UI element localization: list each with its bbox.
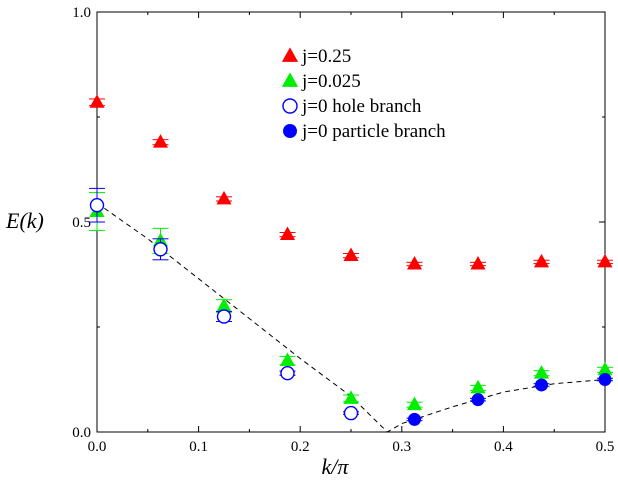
- legend-label: j=0 particle branch: [301, 121, 446, 142]
- data-point: [597, 361, 613, 376]
- data-point: [470, 255, 486, 270]
- x-tick-label: 0.0: [88, 439, 107, 455]
- y-tick-label: 1.0: [72, 5, 91, 21]
- data-point: [598, 373, 612, 386]
- legend-label: j=0.025: [301, 71, 361, 92]
- data-point: [343, 390, 359, 404]
- data-point: [406, 255, 423, 270]
- data-point: [279, 226, 296, 241]
- legend-label: j=0 hole branch: [301, 96, 422, 117]
- series-3: [406, 373, 613, 426]
- data-point: [153, 242, 168, 257]
- data-point: [533, 365, 550, 379]
- data-point: [406, 396, 423, 411]
- data-point: [216, 190, 232, 205]
- data-markers: [89, 94, 613, 426]
- data-point: [597, 253, 613, 268]
- data-point: [279, 352, 296, 367]
- x-tick-label: 0.3: [392, 439, 411, 455]
- data-point: [343, 247, 359, 262]
- data-point: [152, 134, 169, 148]
- series-2: [89, 187, 359, 421]
- data-point: [343, 405, 359, 421]
- legend-label: j=0.25: [301, 46, 351, 67]
- x-tick-label: 0.2: [291, 439, 310, 455]
- x-tick-label: 0.1: [189, 439, 208, 455]
- data-point: [408, 412, 421, 426]
- y-tick-label: 0.5: [72, 215, 91, 231]
- legend-marker: [281, 72, 299, 87]
- data-point: [535, 378, 548, 392]
- data-point: [89, 94, 105, 108]
- dispersion-curve: [96, 202, 606, 433]
- x-tick-label: 0.5: [596, 439, 615, 455]
- series-1: [89, 192, 613, 411]
- data-point: [89, 197, 105, 213]
- data-point: [533, 253, 550, 268]
- data-point: [471, 393, 485, 407]
- legend-marker: [281, 47, 299, 62]
- data-point: [280, 366, 295, 381]
- axis-ticks: 0.0 0.1 0.2 0.3 0.4 0.5 0.0 0.5 1.0: [72, 5, 614, 455]
- legend: j=0.25 j=0.025 j=0 hole branch j=0 particle…: [281, 46, 446, 142]
- y-axis-label: E(k): [5, 208, 44, 233]
- legend-marker: [282, 98, 298, 114]
- data-point: [216, 297, 232, 312]
- series-0: [89, 94, 613, 270]
- x-axis-label: k/π: [322, 454, 350, 479]
- legend-marker: [283, 124, 297, 138]
- y-tick-label: 0.0: [72, 425, 91, 441]
- data-point: [216, 309, 232, 324]
- data-point: [470, 379, 486, 394]
- x-tick-label: 0.4: [494, 439, 513, 455]
